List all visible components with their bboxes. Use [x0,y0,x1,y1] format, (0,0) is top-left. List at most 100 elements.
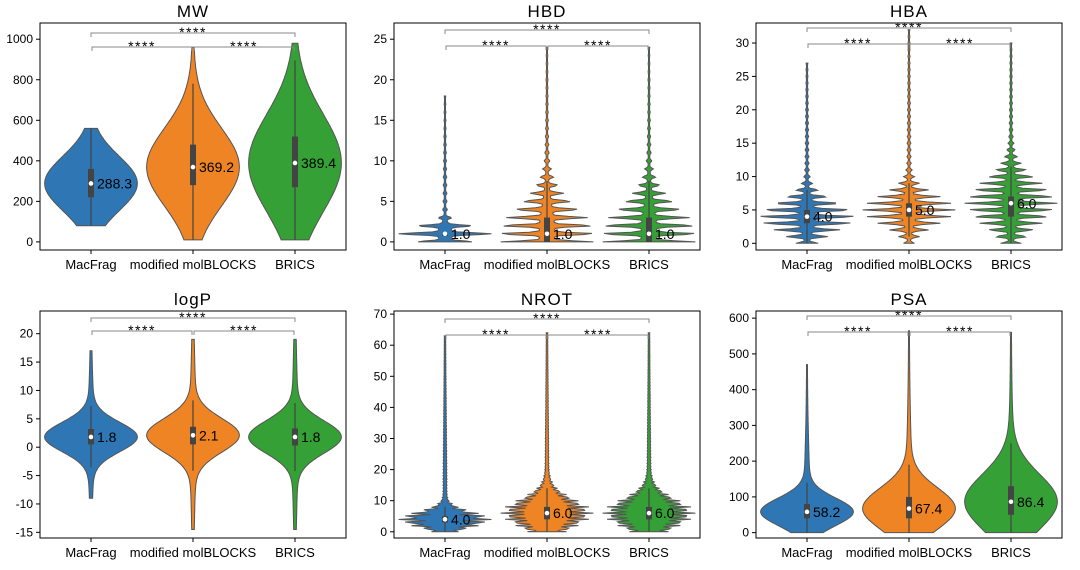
violin-median-point [88,181,94,186]
y-tick-label: 600 [729,311,749,325]
plot-title: NROT [521,290,573,309]
y-tick-label: 15 [736,136,750,150]
violin-median-point [804,214,810,219]
y-tick-label: 10 [736,170,750,184]
violin-panel-psa: PSA 0 100 200 300 400 500 600 MacFrag modified mo… [729,290,1063,560]
y-tick-label: 0 [380,525,387,539]
violin-median-point [1008,499,1014,505]
y-tick-label: 200 [729,454,749,468]
significance-label: **** [946,35,974,51]
y-tick-label: 800 [13,73,33,87]
violin-median-point [906,207,912,213]
x-tick-label: modified molBLOCKS [130,545,257,560]
plot-title: PSA [890,290,927,309]
y-tick-label: 400 [729,383,749,397]
median-label: 4.0 [451,511,471,527]
violin-median-point [442,517,448,522]
median-label: 67.4 [915,501,942,517]
median-label: 4.0 [813,209,833,225]
y-tick-label: 200 [13,194,33,208]
y-tick-label: 5 [26,412,33,426]
violin-panel-logp: logP -15 -10 -5 0 5 10 15 20 MacFrag modified molB… [16,290,347,560]
x-tick-label: BRICS [629,545,669,560]
bracket-left [91,330,193,335]
y-tick-label: 1000 [6,32,33,46]
x-tick-label: BRICS [991,545,1031,560]
significance-label: **** [230,38,258,54]
x-tick-label: modified molBLOCKS [484,257,611,272]
plot-title: HBD [528,2,567,21]
y-tick-label: -5 [22,469,33,483]
y-tick-label: 500 [729,347,749,361]
y-tick-label: -15 [16,525,34,539]
x-tick-label: BRICS [991,257,1031,272]
violin-median-point [292,160,298,166]
median-label: 288.3 [97,175,132,191]
violin-macfrag [398,95,492,243]
significance-label: **** [946,323,974,339]
plot-title: logP [174,290,212,309]
significance-label: **** [844,323,872,339]
violin-median-point [646,510,652,516]
y-tick-label: 60 [374,338,388,352]
y-tick-label: 20 [20,327,34,341]
y-tick-label: 20 [374,73,388,87]
significance-label: **** [895,307,923,323]
x-tick-label: BRICS [275,257,315,272]
bracket-left [91,46,193,51]
median-label: 1.8 [301,429,321,445]
median-label: 6.0 [1017,195,1037,211]
y-tick-label: 300 [729,418,749,432]
violin-median-point [190,432,196,438]
median-label: 1.8 [97,429,117,445]
x-tick-label: MacFrag [419,545,470,560]
violin-modified-molblocks [862,330,956,534]
bracket-left [807,43,909,48]
bracket-outer [444,318,650,323]
y-tick-label: 25 [736,69,750,83]
median-label: 389.4 [301,155,336,171]
violin-macfrag [760,364,854,534]
median-label: 1.0 [451,226,471,242]
plot-title: HBA [890,2,928,21]
median-label: 5.0 [915,202,935,218]
violin-median-point [544,231,550,237]
x-tick-label: modified molBLOCKS [846,257,973,272]
significance-label: **** [533,310,561,326]
y-tick-label: 400 [13,154,33,168]
violin-brics [964,42,1058,244]
x-tick-label: MacFrag [65,545,116,560]
violin-iqr-box [544,217,550,242]
y-tick-label: 30 [736,36,750,50]
violin-modified-molblocks [862,29,956,244]
x-tick-label: MacFrag [65,257,116,272]
y-tick-label: 20 [374,463,388,477]
y-tick-label: 15 [374,113,388,127]
violin-macfrag [760,62,854,244]
violin-median-point [442,231,448,237]
violin-median-point [88,434,94,440]
x-tick-label: MacFrag [419,257,470,272]
violin-median-point [544,510,550,516]
bracket-right [547,45,649,50]
y-tick-label: 0 [26,440,33,454]
x-tick-label: MacFrag [781,257,832,272]
y-tick-label: 0 [742,236,749,250]
y-tick-label: 10 [374,154,388,168]
x-tick-label: modified molBLOCKS [484,545,611,560]
y-tick-label: 15 [20,355,34,369]
bracket-left [445,334,547,339]
median-label: 6.0 [553,505,573,521]
bracket-right [909,43,1011,48]
violin-macfrag [398,335,492,533]
bracket-right [193,46,295,51]
violin-modified-molblocks [500,332,594,533]
significance-label: **** [482,37,510,53]
y-tick-label: 0 [742,526,749,540]
y-tick-label: 50 [374,369,388,383]
y-tick-label: 20 [736,103,750,117]
y-tick-label: 10 [374,494,388,508]
violin-panel-mw: MW 0 200 400 600 800 1000 MacFrag modified molBL… [6,2,347,272]
significance-label: **** [844,35,872,51]
